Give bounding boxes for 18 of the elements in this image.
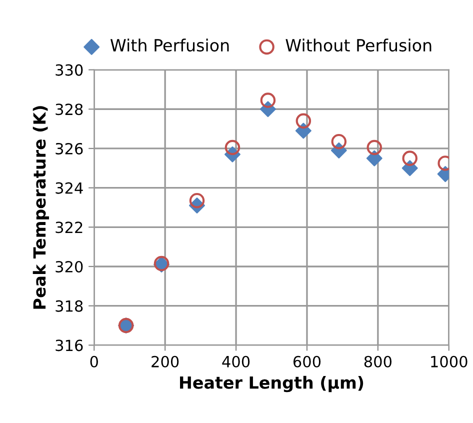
x-tick-label: 400 xyxy=(222,356,250,368)
x-tick-label: 800 xyxy=(364,356,392,368)
x-axis-title: Heater Length (µm) xyxy=(180,376,364,392)
y-tick-label: 322 xyxy=(56,222,82,234)
y-tick-label: 328 xyxy=(56,104,83,116)
y-tick-label: 326 xyxy=(56,142,83,154)
legend-label: Without Perfusion xyxy=(286,38,432,52)
x-tick-label: 600 xyxy=(293,356,321,368)
legend-label: With Perfusion xyxy=(110,38,229,52)
y-tick-label: 316 xyxy=(56,340,83,352)
y-axis-title: Peak Temperature (K) xyxy=(32,106,49,309)
x-tick-label: 0 xyxy=(90,356,98,368)
y-tick-label: 318 xyxy=(56,300,83,312)
y-tick-label: 330 xyxy=(56,64,83,76)
y-tick-label: 320 xyxy=(56,260,83,273)
y-tick-label: 324 xyxy=(56,182,83,194)
x-tick-label: 200 xyxy=(152,356,179,368)
x-tick-label: 1000 xyxy=(431,356,468,368)
